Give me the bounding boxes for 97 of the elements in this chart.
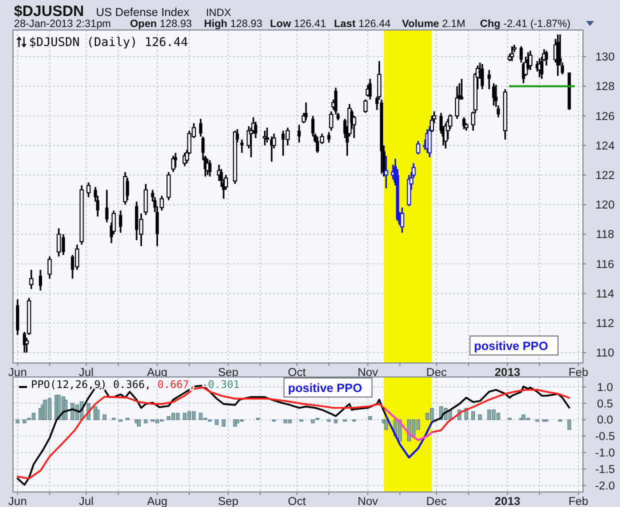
- y-tick-label: -0.5: [595, 431, 615, 444]
- x-tick-label: Feb: [568, 367, 588, 379]
- bar: [144, 419, 148, 424]
- line-series: [385, 415, 433, 458]
- candlestick: [298, 124, 301, 144]
- x-tick-label: Nov: [358, 367, 378, 379]
- x-tick-label: Dec: [426, 367, 447, 379]
- x-tick-label: 2013: [494, 367, 520, 379]
- candlestick: [199, 118, 202, 138]
- bar: [478, 414, 482, 420]
- x-tick-label: Feb: [568, 496, 588, 507]
- bar: [102, 414, 106, 420]
- candlestick: [240, 138, 244, 154]
- y-tick-label: 124: [595, 140, 616, 152]
- x-tick-label: Jul: [78, 367, 94, 379]
- x-tick-label: Jun: [8, 367, 27, 379]
- candlestick: [454, 85, 460, 120]
- y-tick-label: 112: [596, 318, 614, 330]
- candlestick: [86, 182, 91, 198]
- x-tick-label: Dec: [426, 496, 447, 507]
- y-tick-label: -1.0: [595, 448, 615, 460]
- x-tick-label: Oct: [288, 367, 307, 379]
- bar: [198, 412, 203, 420]
- y-tick-label: 122: [595, 170, 615, 182]
- annotation: Chg -2.41 (-1.87%): [480, 18, 570, 30]
- bar: [137, 419, 141, 427]
- candlestick: [368, 78, 372, 100]
- candlestick: [304, 102, 308, 122]
- series-label: 0.667,: [151, 379, 196, 391]
- annotation: Volume 2.1M: [402, 18, 466, 30]
- y-tick-label: 118: [596, 229, 614, 242]
- bar: [567, 419, 572, 430]
- annotation: High 128.93: [204, 18, 263, 30]
- y-tick-label: 128: [595, 81, 615, 94]
- bar: [96, 410, 100, 420]
- annotation: Open 128.93: [130, 18, 192, 30]
- bar: [214, 419, 219, 425]
- candlestick: [416, 140, 420, 156]
- chart-title: $DJUSDN: [14, 3, 84, 20]
- candlestick: [208, 159, 212, 178]
- bar: [64, 400, 68, 420]
- y-tick-label: 120: [595, 200, 615, 212]
- y-tick-label: 130: [595, 52, 615, 64]
- y-tick-label: 0.5: [597, 398, 613, 410]
- candlestick: [544, 50, 548, 66]
- bar: [334, 419, 338, 424]
- x-tick-label: Jul: [78, 496, 94, 507]
- bar: [192, 411, 196, 420]
- y-tick-label: -2.0: [595, 480, 615, 492]
- bar: [222, 419, 226, 427]
- candlestick: [264, 126, 270, 144]
- bar: [471, 411, 475, 420]
- y-tick-label: 110: [596, 348, 614, 360]
- candlestick: [488, 69, 491, 90]
- candlestick: [556, 34, 560, 77]
- candlestick: [29, 268, 34, 290]
- y-tick-label: 0.0: [597, 414, 613, 427]
- y-tick-label: 114: [596, 288, 615, 300]
- annotation: 28-Jan-2013 2:31pm: [14, 18, 112, 30]
- bar: [176, 412, 180, 420]
- text: INDX: [206, 7, 232, 19]
- x-tick-label: Nov: [358, 496, 378, 507]
- bar: [182, 412, 187, 420]
- candlestick: [126, 177, 130, 201]
- candlestick: [166, 171, 171, 201]
- candlestick: [363, 98, 368, 114]
- legend-label: PPO(12,26,9) 0.366,: [31, 379, 152, 391]
- candlestick: [492, 82, 496, 106]
- annotation: Low 126.41: [270, 18, 326, 30]
- y-tick-label: -1.5: [595, 464, 615, 476]
- candlestick: [384, 155, 388, 190]
- bar: [166, 416, 171, 420]
- line-series: [385, 408, 433, 442]
- candlestick: [38, 268, 42, 292]
- candlestick: [327, 131, 331, 144]
- annotation: Last 126.44: [334, 18, 391, 30]
- x-tick-label: Oct: [288, 496, 307, 507]
- y-tick-label: 126: [595, 110, 615, 123]
- x-tick-label: Sep: [218, 367, 238, 379]
- y-tick-label: 1.0: [597, 382, 613, 394]
- annotation: positive PPO: [474, 339, 548, 353]
- candlestick: [48, 256, 52, 280]
- bar: [496, 412, 500, 420]
- candlestick: [56, 228, 61, 258]
- y-tick-label: 116: [596, 258, 614, 271]
- chart-subtitle: US Defense Index: [96, 7, 190, 19]
- bar: [384, 419, 388, 430]
- candlestick: [144, 183, 148, 216]
- x-tick-label: Jun: [8, 496, 27, 507]
- annotation: positive PPO: [288, 381, 362, 395]
- text: -0.301: [195, 379, 240, 391]
- legend-label: $DJUSDN (Daily) 126.44: [29, 35, 188, 49]
- x-tick-label: 2013: [494, 496, 520, 507]
- bar: [368, 416, 372, 420]
- bar: [16, 419, 20, 424]
- candlestick: [105, 189, 108, 224]
- candlestick: [118, 210, 122, 234]
